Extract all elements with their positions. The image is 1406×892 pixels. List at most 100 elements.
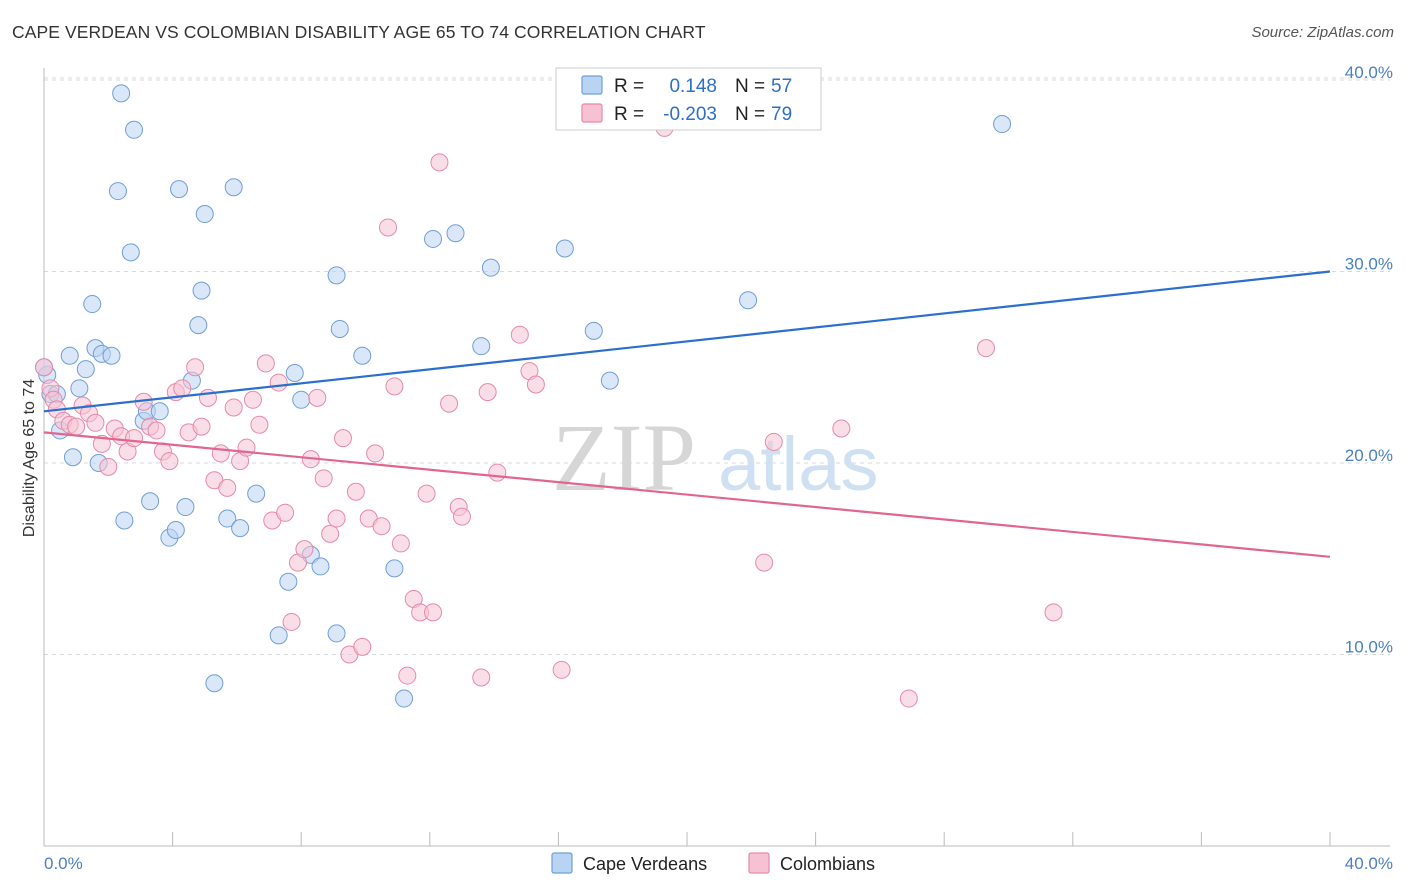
- point-cape-verdeans: [993, 115, 1012, 134]
- point-colombians: [333, 429, 352, 448]
- point-cape-verdeans: [125, 120, 144, 139]
- legend-r-label: R =: [614, 76, 644, 97]
- point-cape-verdeans: [108, 182, 127, 201]
- x-tick-label-max: 40.0%: [1345, 854, 1393, 873]
- point-cape-verdeans: [83, 295, 102, 314]
- point-colombians: [832, 419, 851, 438]
- point-colombians: [243, 390, 262, 409]
- point-colombians: [764, 432, 783, 451]
- point-colombians: [755, 553, 774, 572]
- point-cape-verdeans: [176, 498, 195, 517]
- chart-title: CAPE VERDEAN VS COLOMBIAN DISABILITY AGE…: [12, 22, 706, 42]
- trend-line-colombians: [43, 431, 1331, 558]
- series-colombians: [35, 118, 1063, 708]
- trend-line-cape-verdeans: [43, 270, 1331, 413]
- point-cape-verdeans: [141, 492, 160, 511]
- point-cape-verdeans: [353, 346, 372, 365]
- point-cape-verdeans: [166, 521, 185, 540]
- y-axis-title: Disability Age 65 to 74: [21, 379, 38, 537]
- point-colombians: [160, 452, 179, 471]
- point-cape-verdeans: [189, 316, 208, 335]
- point-colombians: [173, 379, 192, 398]
- point-cape-verdeans: [170, 180, 189, 199]
- point-colombians: [478, 383, 497, 402]
- point-cape-verdeans: [327, 624, 346, 643]
- point-colombians: [366, 444, 385, 463]
- point-cape-verdeans: [311, 557, 330, 576]
- point-cape-verdeans: [285, 363, 304, 382]
- point-colombians: [353, 637, 372, 656]
- point-cape-verdeans: [247, 484, 266, 503]
- y-tick-label: 10.0%: [1345, 638, 1393, 657]
- x-tick-label-min: 0.0%: [44, 854, 83, 873]
- point-colombians: [314, 469, 333, 488]
- point-cape-verdeans: [292, 390, 311, 409]
- point-colombians: [976, 339, 995, 358]
- point-colombians: [192, 417, 211, 436]
- legend-r-value-colombians: -0.203: [663, 104, 717, 125]
- bottom-legend-label-cape-verdeans: Cape Verdeans: [583, 854, 707, 874]
- point-cape-verdeans: [472, 337, 491, 356]
- bottom-legend-swatch-cape-verdeans: [551, 852, 573, 874]
- point-colombians: [327, 509, 346, 528]
- point-cape-verdeans: [115, 511, 134, 530]
- point-colombians: [308, 388, 327, 407]
- point-colombians: [282, 612, 301, 631]
- point-colombians: [372, 517, 391, 536]
- point-colombians: [35, 358, 53, 377]
- x-axis-ticks: [43, 832, 1331, 846]
- point-cape-verdeans: [279, 572, 298, 591]
- point-cape-verdeans: [327, 266, 346, 285]
- legend-n-label: N =: [735, 104, 765, 125]
- point-colombians: [346, 482, 365, 501]
- point-cape-verdeans: [102, 346, 121, 365]
- point-colombians: [430, 153, 449, 172]
- legend-n-value-cape-verdeans: 57: [771, 76, 792, 97]
- point-cape-verdeans: [224, 178, 243, 197]
- point-cape-verdeans: [76, 360, 95, 379]
- point-cape-verdeans: [121, 243, 140, 262]
- point-colombians: [256, 354, 275, 373]
- point-colombians: [452, 507, 471, 526]
- point-cape-verdeans: [231, 519, 250, 538]
- point-cape-verdeans: [269, 626, 288, 645]
- y-tick-label: 40.0%: [1345, 63, 1393, 82]
- point-cape-verdeans: [205, 674, 224, 693]
- point-cape-verdeans: [600, 371, 619, 390]
- point-colombians: [92, 434, 111, 453]
- point-cape-verdeans: [395, 689, 414, 708]
- point-colombians: [218, 478, 237, 497]
- legend-n-value-colombians: 79: [771, 104, 792, 125]
- point-colombians: [526, 375, 545, 394]
- point-cape-verdeans: [150, 402, 169, 421]
- point-cape-verdeans: [481, 258, 500, 277]
- point-cape-verdeans: [195, 205, 214, 224]
- legend-swatch-cape-verdeans: [581, 75, 603, 95]
- point-colombians: [211, 444, 230, 463]
- point-colombians: [417, 484, 436, 503]
- point-colombians: [125, 429, 144, 448]
- point-colombians: [472, 668, 491, 687]
- point-cape-verdeans: [385, 559, 404, 578]
- watermark: ZIP atlas: [552, 404, 879, 511]
- point-colombians: [510, 325, 529, 344]
- point-colombians: [398, 666, 417, 685]
- point-cape-verdeans: [192, 281, 211, 300]
- point-colombians: [440, 394, 459, 413]
- point-colombians: [99, 457, 118, 476]
- point-cape-verdeans: [70, 379, 89, 398]
- legend-r-value-cape-verdeans: 0.148: [669, 76, 717, 97]
- point-colombians: [295, 540, 314, 559]
- point-cape-verdeans: [63, 448, 82, 467]
- point-cape-verdeans: [330, 319, 349, 338]
- point-cape-verdeans: [739, 291, 758, 310]
- point-colombians: [385, 377, 404, 396]
- point-cape-verdeans: [60, 346, 79, 365]
- point-colombians: [67, 417, 86, 436]
- y-tick-labels: 10.0% 20.0% 30.0% 40.0%: [1345, 63, 1393, 657]
- point-colombians: [488, 463, 507, 482]
- point-colombians: [899, 689, 918, 708]
- y-tick-label: 20.0%: [1345, 446, 1393, 465]
- bottom-legend-label-colombians: Colombians: [780, 854, 875, 874]
